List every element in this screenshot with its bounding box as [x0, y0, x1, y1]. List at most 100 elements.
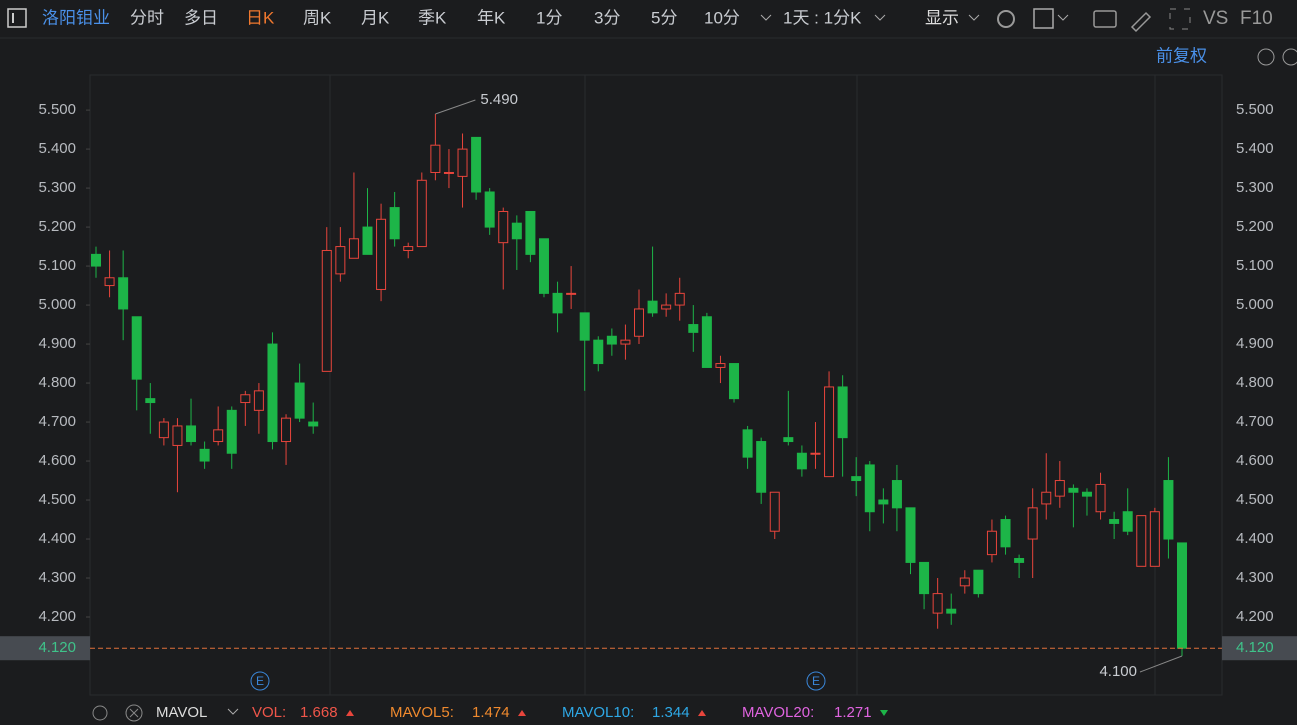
- candle-body: [321, 249, 332, 372]
- adjust-button[interactable]: 前复权: [1156, 46, 1207, 65]
- candle-body: [905, 507, 916, 563]
- tab[interactable]: 多日: [184, 8, 218, 27]
- candle-body: [1136, 515, 1147, 567]
- display-menu[interactable]: 显示: [925, 8, 959, 27]
- candle-body: [538, 238, 549, 294]
- candle-body: [1177, 542, 1187, 649]
- y-tick-label: 5.100: [38, 257, 76, 274]
- tab[interactable]: 年K: [477, 8, 506, 27]
- caret: [874, 14, 886, 21]
- candle-body: [1163, 480, 1174, 540]
- candle-body: [118, 277, 129, 310]
- y-tick-label: 5.000: [38, 296, 76, 313]
- pen-icon[interactable]: [1130, 11, 1152, 33]
- y2-tick-label: 5.100: [1236, 257, 1274, 274]
- candle-body: [932, 593, 943, 614]
- candle-body: [471, 136, 482, 193]
- candle-body: [186, 425, 197, 443]
- tab[interactable]: 季K: [418, 8, 447, 27]
- y2-tick-label: 4.900: [1236, 335, 1274, 352]
- menu-icon[interactable]: [7, 8, 27, 28]
- y2-tick-label: 4.400: [1236, 530, 1274, 547]
- tab[interactable]: 5分: [651, 8, 677, 27]
- draw-icon[interactable]: [1033, 8, 1054, 29]
- candle-body: [294, 382, 305, 419]
- candle-body: [253, 390, 264, 411]
- tab[interactable]: 1分: [536, 8, 562, 27]
- candle-body: [416, 179, 427, 248]
- tab[interactable]: 分时: [130, 8, 164, 27]
- trend-arrow: [346, 710, 354, 716]
- tab[interactable]: 月K: [361, 8, 390, 27]
- candle-body: [1095, 483, 1106, 513]
- f10-button[interactable]: F10: [1240, 8, 1273, 29]
- candle-body: [1122, 511, 1133, 532]
- stock-name[interactable]: 洛阳钼业: [42, 8, 110, 27]
- candle-body: [810, 452, 821, 455]
- tab[interactable]: 3分: [594, 8, 620, 27]
- vs-button[interactable]: VS: [1203, 8, 1228, 29]
- tab[interactable]: 周K: [303, 8, 332, 27]
- tab[interactable]: 10分: [704, 8, 740, 27]
- candle-body: [1054, 480, 1065, 497]
- y-tick-label: 4.400: [38, 530, 76, 547]
- y2-tick-label: 5.400: [1236, 140, 1274, 157]
- candle-body: [701, 316, 712, 368]
- candle-body: [145, 398, 156, 404]
- candle-body: [1149, 511, 1160, 567]
- y2-tick-label: 4.600: [1236, 452, 1274, 469]
- y-tick-label: 4.300: [38, 569, 76, 586]
- y-tick-label: 4.800: [38, 374, 76, 391]
- candle-body: [1027, 507, 1038, 540]
- tab[interactable]: 日K: [246, 8, 275, 27]
- last-price-label: 4.120: [1236, 639, 1274, 656]
- candle-body: [715, 363, 726, 368]
- candle-body: [91, 253, 101, 267]
- candle-body: [199, 448, 210, 462]
- candle-body: [226, 409, 237, 454]
- y2-tick-label: 4.700: [1236, 413, 1274, 430]
- plot-frame: [89, 74, 1223, 696]
- indicator-value: 1.344: [652, 704, 690, 721]
- close-x: [129, 708, 139, 718]
- camera-icon[interactable]: [1093, 10, 1117, 28]
- candle-body: [796, 452, 807, 470]
- candle-body: [1000, 519, 1011, 548]
- high-label: 5.490: [480, 91, 518, 108]
- candle-body: [837, 386, 848, 439]
- candle-body: [525, 210, 536, 255]
- candle-body: [213, 429, 224, 443]
- candle-body: [348, 238, 359, 259]
- candle-body: [959, 577, 970, 587]
- y2-tick-label: 5.200: [1236, 218, 1274, 235]
- candle-body: [864, 464, 875, 513]
- y-tick-label: 4.600: [38, 452, 76, 469]
- fullscreen-icon[interactable]: [1169, 8, 1191, 30]
- indicator-key: VOL:: [252, 704, 286, 721]
- candle-body: [946, 608, 957, 614]
- zoom-out[interactable]: [1257, 48, 1275, 66]
- indicator-key: MAVOL10:: [562, 704, 634, 721]
- settings-icon[interactable]: [997, 10, 1015, 28]
- caret: [760, 14, 772, 21]
- caret: [968, 14, 980, 21]
- candle-body: [104, 277, 115, 287]
- candle-body: [620, 339, 631, 345]
- indicator-value: 1.271: [834, 704, 872, 721]
- period-select[interactable]: 1天 : 1分K: [783, 8, 862, 27]
- zoom-in[interactable]: [1282, 48, 1297, 66]
- candle-body: [308, 421, 319, 427]
- event-marker[interactable]: [250, 671, 270, 691]
- indicator-close[interactable]: [125, 704, 143, 722]
- low-pointer: [1139, 655, 1183, 673]
- event-marker[interactable]: [806, 671, 826, 691]
- candle-body: [742, 429, 753, 458]
- y-tick-label: 4.500: [38, 491, 76, 508]
- indicator-settings[interactable]: [92, 705, 108, 721]
- indicator-name[interactable]: MAVOL: [156, 704, 207, 721]
- candle-body: [756, 441, 767, 493]
- candle-body: [579, 312, 590, 341]
- candle-body: [851, 476, 862, 482]
- candle-body: [1014, 558, 1025, 563]
